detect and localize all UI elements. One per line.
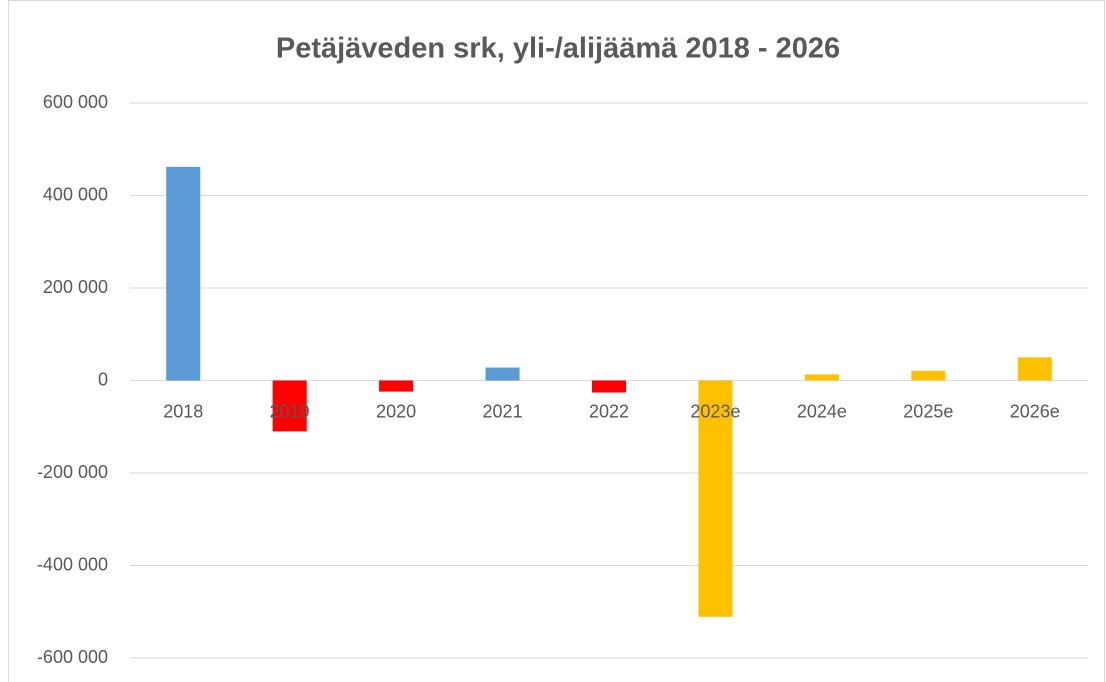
bar	[804, 374, 839, 381]
x-tick-label: 2026e	[1010, 401, 1060, 421]
x-tick-label: 2021	[483, 401, 523, 421]
chart-border	[8, 0, 1105, 682]
y-tick-label: -400 000	[37, 554, 108, 574]
bar	[272, 380, 307, 432]
y-tick-label: -600 000	[37, 647, 108, 667]
bar	[166, 166, 201, 381]
x-tick-label: 2018	[163, 401, 203, 421]
x-tick-label: 2019	[270, 401, 310, 421]
x-tick-label: 2023e	[690, 401, 740, 421]
y-tick-label: -200 000	[37, 462, 108, 482]
y-tick-label: 600 000	[43, 92, 108, 112]
x-tick-label: 2024e	[797, 401, 847, 421]
x-tick-label: 2025e	[903, 401, 953, 421]
bar	[591, 380, 627, 393]
bar	[379, 380, 414, 392]
y-tick-label: 0	[98, 369, 108, 389]
bar	[485, 367, 520, 381]
bar	[1017, 357, 1052, 381]
bar	[698, 380, 733, 617]
bar	[911, 370, 946, 381]
y-tick-label: 400 000	[43, 184, 108, 204]
x-tick-label: 2022	[589, 401, 629, 421]
y-tick-label: 200 000	[43, 277, 108, 297]
x-tick-label: 2020	[376, 401, 416, 421]
chart-title: Petäjäveden srk, yli-/alijäämä 2018 - 20…	[276, 33, 840, 65]
